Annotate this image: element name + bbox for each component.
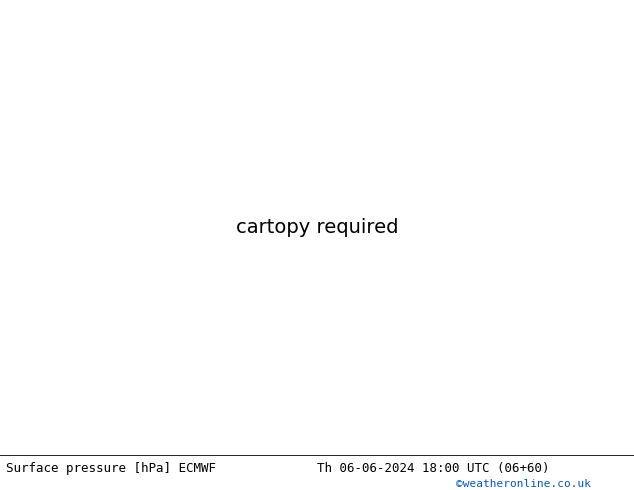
Text: ©weatheronline.co.uk: ©weatheronline.co.uk — [456, 479, 592, 489]
Text: Th 06-06-2024 18:00 UTC (06+60): Th 06-06-2024 18:00 UTC (06+60) — [317, 462, 550, 475]
Text: Surface pressure [hPa] ECMWF: Surface pressure [hPa] ECMWF — [6, 462, 216, 475]
Text: cartopy required: cartopy required — [236, 218, 398, 237]
